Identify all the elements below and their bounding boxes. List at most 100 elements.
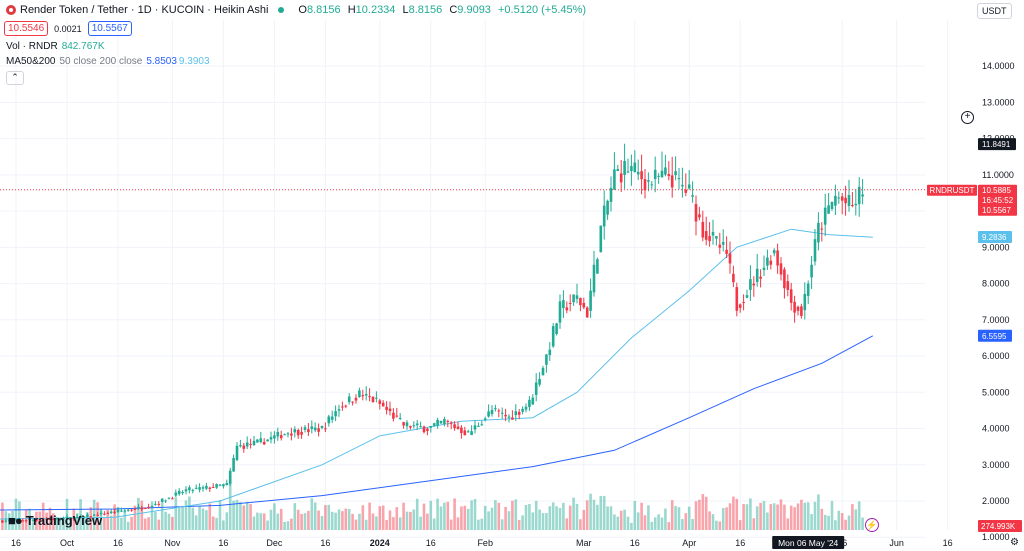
ma-value-text: 6.5595	[982, 332, 1007, 341]
candle	[293, 429, 297, 433]
volume-bar	[742, 504, 745, 530]
candle	[324, 428, 327, 430]
candle	[330, 416, 334, 420]
volume-bar	[324, 505, 327, 530]
volume-bar	[834, 520, 837, 530]
collapse-legend-button[interactable]: ⌃	[6, 71, 24, 85]
ohlc-change: +0.5120 (+5.45%)	[498, 4, 587, 16]
ma-legend[interactable]: MA50&200 50 close 200 close 5.8503 9.3903	[6, 56, 210, 67]
candle	[548, 349, 552, 356]
candle	[772, 250, 776, 254]
candle	[613, 169, 616, 190]
buy-price-button[interactable]: 10.5567	[87, 21, 132, 36]
tradingview-logo[interactable]: ■● TradingView	[8, 513, 102, 528]
candle	[228, 470, 232, 484]
volume-bar	[653, 517, 657, 530]
volume-bar	[497, 502, 501, 530]
lightning-icon[interactable]: ⚡	[865, 518, 879, 532]
y-tick-label: 6.0000	[982, 351, 1010, 361]
volume-tag-text: 274.993K	[981, 522, 1016, 531]
volume-bar	[507, 511, 511, 530]
candle	[449, 422, 453, 424]
volume-bar	[817, 494, 820, 530]
volume-bar	[385, 519, 388, 530]
ohlc-low: 8.8156	[408, 4, 443, 16]
candle	[721, 242, 725, 245]
candle	[188, 487, 191, 491]
volume-bar	[602, 495, 606, 530]
candle	[347, 396, 351, 403]
candle	[602, 205, 606, 227]
x-tick-label: Dec	[266, 538, 283, 548]
candle	[103, 513, 106, 515]
candles	[1, 143, 864, 523]
volume-bar	[330, 511, 334, 530]
volume-bar	[344, 508, 348, 530]
volume-bar	[103, 517, 106, 530]
candle	[358, 390, 361, 398]
volume-bar	[130, 516, 133, 530]
symbol-row: Render Token / Tether · 1D · KUCOIN · He…	[6, 4, 586, 16]
volume-bar	[528, 504, 531, 530]
volume-bar	[466, 508, 470, 530]
volume-bar	[198, 506, 201, 530]
plus-circle-icon[interactable]: +	[961, 111, 974, 124]
volume-bar	[262, 513, 266, 530]
candle	[14, 519, 18, 521]
currency-selector[interactable]: USDT	[977, 3, 1012, 19]
symbol-title[interactable]: Render Token / Tether · 1D · KUCOIN · He…	[20, 4, 269, 16]
candle	[174, 492, 178, 496]
volume-bar	[327, 504, 331, 530]
volume-bar	[847, 515, 851, 530]
volume-bar	[575, 503, 579, 530]
volume-bar	[398, 517, 402, 530]
candle	[718, 244, 722, 248]
volume-bar	[694, 501, 698, 530]
settings-icon[interactable]: ⚙	[1010, 537, 1019, 548]
volume-bar	[320, 516, 324, 530]
volume-bar	[188, 496, 191, 530]
volume-bar	[116, 506, 120, 530]
candle	[256, 439, 259, 443]
volume-bar	[164, 511, 167, 530]
candle	[677, 178, 681, 180]
candle	[439, 420, 443, 424]
volume-legend[interactable]: Vol · RNDR 842.767K	[6, 41, 105, 52]
volume-bar	[460, 506, 463, 530]
volume-bar	[392, 517, 395, 530]
candle	[58, 518, 62, 520]
candle	[674, 171, 677, 176]
candle	[283, 434, 286, 436]
volume-bar	[704, 496, 708, 530]
x-tick-label: 16	[630, 538, 640, 548]
volume-bar	[623, 509, 626, 530]
candle	[296, 430, 300, 436]
volume-bar	[426, 513, 429, 530]
candle	[650, 184, 654, 186]
volume-bar	[524, 504, 528, 530]
sell-price-button[interactable]: 10.5546	[4, 21, 49, 36]
candle	[18, 519, 21, 521]
candle	[759, 276, 762, 279]
candle	[232, 457, 235, 472]
volume-bar	[643, 515, 647, 530]
ohlc-close-key: C	[449, 4, 458, 16]
y-tick-label: 4.0000	[982, 424, 1010, 434]
candle	[657, 175, 660, 177]
candle	[487, 411, 490, 417]
candle	[1, 520, 4, 523]
volume-bar	[511, 500, 514, 530]
y-tick-label: 7.0000	[982, 315, 1010, 325]
volume-bar	[589, 493, 592, 530]
volume-bar	[762, 501, 766, 530]
candle	[776, 250, 779, 266]
volume-bar	[548, 506, 552, 530]
ma-value-text: 9.2836	[982, 233, 1007, 242]
volume-bar	[541, 513, 545, 530]
candle	[75, 516, 79, 518]
candle	[41, 519, 45, 521]
candle	[473, 425, 477, 430]
volume-bar	[480, 518, 484, 530]
volume-bar	[800, 499, 803, 530]
